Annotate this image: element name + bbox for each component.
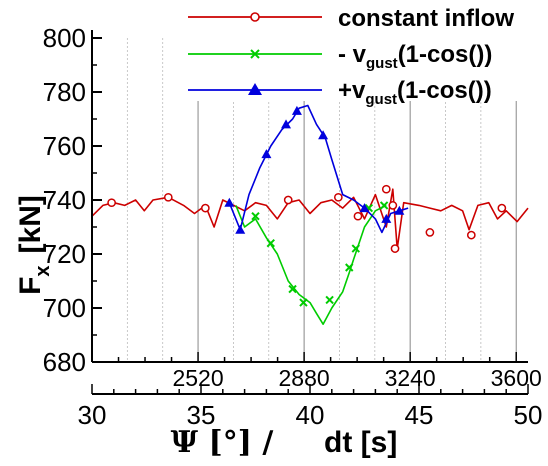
y-tick-label: 780 bbox=[43, 77, 86, 107]
time-tick-label: 30 bbox=[78, 400, 107, 430]
data-point-circle bbox=[388, 201, 398, 210]
y-axis-symbol: F bbox=[14, 277, 47, 295]
time-tick-label: 40 bbox=[296, 400, 325, 430]
legend-item-constant-inflow: constant inflow bbox=[188, 5, 514, 32]
x-axis-title-psi: Ψ [°] / bbox=[171, 425, 274, 460]
data-point-circle bbox=[390, 244, 400, 253]
psi-tick-label: 2520 bbox=[172, 365, 223, 391]
data-point-x bbox=[288, 284, 297, 294]
data-point-triangle bbox=[394, 205, 405, 215]
legend-item-minus-gust: - vgust(1-cos()) bbox=[188, 41, 492, 72]
legend-label-minus-gust-suffix: (1-cos()) bbox=[398, 41, 493, 68]
series-line-2 bbox=[228, 104, 409, 234]
data-point-circle bbox=[107, 198, 116, 208]
data-point-circle bbox=[353, 211, 363, 221]
data-point-x bbox=[351, 244, 360, 253]
legend-marker-triangle bbox=[248, 83, 262, 95]
svg-text:Fx[kN]: Fx [kN] bbox=[14, 195, 54, 295]
data-point-triangle bbox=[381, 213, 392, 223]
data-point-x bbox=[251, 211, 260, 221]
y-tick-label: 800 bbox=[43, 23, 86, 53]
legend-marker-x bbox=[250, 49, 260, 59]
data-point-triangle bbox=[291, 105, 302, 115]
y-tick-label: 740 bbox=[43, 185, 86, 215]
data-point-triangle bbox=[281, 119, 292, 129]
time-tick-label: 45 bbox=[405, 400, 434, 430]
time-tick-label: 35 bbox=[187, 400, 216, 430]
data-point-x-stroke bbox=[379, 201, 389, 210]
legend-label-constant-inflow: constant inflow bbox=[338, 5, 514, 32]
data-point-x-stroke bbox=[351, 244, 360, 253]
data-point-circle bbox=[466, 230, 476, 240]
psi-tick-label: 2880 bbox=[279, 365, 330, 391]
y-axis-title: Fx [kN] bbox=[14, 195, 54, 295]
data-point-circle bbox=[201, 203, 210, 213]
psi-tick-label: 3600 bbox=[491, 365, 542, 391]
y-tick-label: 680 bbox=[43, 347, 86, 377]
data-point-circle bbox=[425, 228, 435, 237]
data-point-triangle bbox=[224, 197, 235, 207]
data-point-x-stroke bbox=[266, 238, 275, 248]
y-axis-subscript: x bbox=[32, 265, 54, 276]
legend-item-plus-gust: +vgust(1-cos()) bbox=[188, 77, 492, 108]
y-tick-label: 720 bbox=[43, 239, 86, 269]
series-layer bbox=[91, 104, 529, 325]
axes: 680 700 720 740 760 780 800 2520 2880 3240 3600 30 3… bbox=[43, 23, 543, 430]
legend-label-plus-gust-sub: gust bbox=[365, 91, 397, 108]
legend-label-plus-gust: +vgust(1-cos()) bbox=[338, 77, 492, 108]
data-point-x-stroke bbox=[345, 263, 354, 272]
data-point-triangle bbox=[261, 149, 272, 159]
legend-label-minus-gust-sub: gust bbox=[366, 55, 398, 72]
y-axis-unit: [kN] bbox=[14, 195, 47, 253]
data-point-x bbox=[325, 295, 334, 305]
legend-label-minus-gust: - vgust(1-cos()) bbox=[338, 41, 492, 72]
data-point-triangle bbox=[318, 130, 329, 140]
data-point-circle bbox=[163, 192, 173, 202]
legend-label-plus-gust-prefix: +v bbox=[338, 77, 366, 104]
data-point-x bbox=[379, 201, 389, 210]
legend-label-minus-gust-prefix: - v bbox=[338, 41, 367, 68]
legend: constant inflow - vgust(1-cos()) +vgust(… bbox=[188, 1, 528, 108]
time-tick-label: 50 bbox=[514, 400, 543, 430]
data-point-circle bbox=[381, 184, 391, 194]
data-point-x-stroke bbox=[325, 295, 334, 305]
data-point-triangle bbox=[359, 203, 370, 213]
data-point-triangle bbox=[235, 224, 246, 234]
y-tick-label: 700 bbox=[43, 293, 86, 323]
series-line-1 bbox=[235, 204, 387, 325]
series-line-0 bbox=[91, 188, 529, 250]
data-point-circle bbox=[333, 192, 343, 202]
data-point-x bbox=[266, 238, 275, 248]
y-tick-label: 760 bbox=[43, 131, 86, 161]
data-point-x bbox=[299, 298, 308, 307]
data-point-x bbox=[345, 263, 354, 272]
psi-tick-label: 3240 bbox=[385, 365, 436, 391]
x-axis-title-time: dt [s] bbox=[324, 426, 397, 459]
data-point-x-stroke bbox=[299, 298, 308, 307]
data-point-circle bbox=[283, 195, 293, 205]
legend-marker-circle bbox=[250, 12, 260, 22]
data-point-x-stroke bbox=[288, 284, 297, 294]
data-point-x-stroke bbox=[251, 211, 260, 221]
data-point-circle bbox=[497, 203, 507, 213]
legend-label-plus-gust-suffix: (1-cos()) bbox=[397, 77, 492, 104]
